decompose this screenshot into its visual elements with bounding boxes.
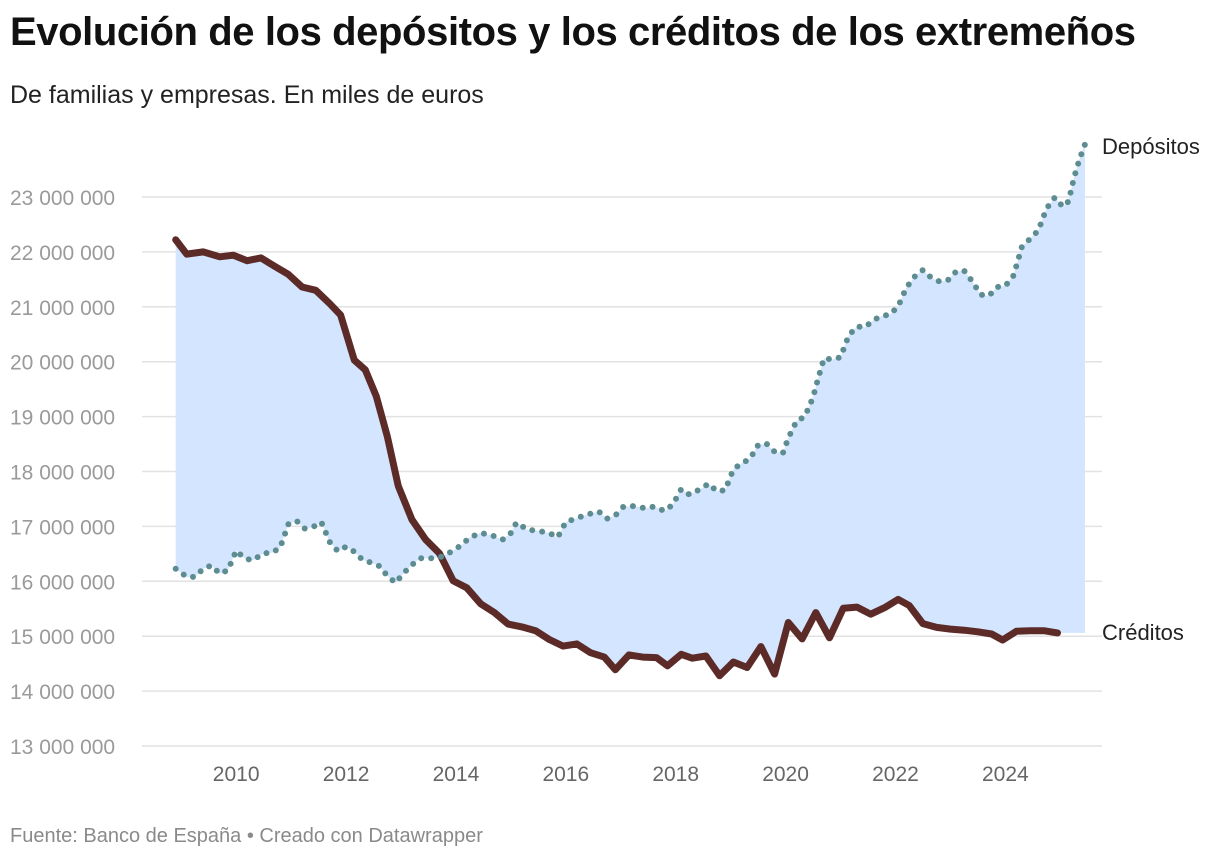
y-axis: 13 000 000 14 000 000 15 000 000 16 000 000… bbox=[10, 187, 115, 759]
x-tick-label: 2014 bbox=[433, 763, 480, 786]
x-tick-label: 2010 bbox=[213, 763, 260, 786]
y-tick-label: 21 000 000 bbox=[10, 297, 115, 320]
series-labels: Depósitos Créditos bbox=[1102, 134, 1200, 645]
series-label-depositos: Depósitos bbox=[1102, 134, 1200, 159]
y-tick-label: 13 000 000 bbox=[10, 736, 115, 759]
series-label-creditos: Créditos bbox=[1102, 620, 1184, 645]
series-line-creditos bbox=[172, 236, 1061, 680]
x-axis: 2010 2012 2014 2016 2018 2020 2022 2024 bbox=[213, 763, 1029, 786]
y-tick-label: 16 000 000 bbox=[10, 571, 115, 594]
series-line-depositos bbox=[172, 141, 1088, 586]
area-fill bbox=[175, 144, 1085, 676]
series-lines bbox=[172, 141, 1088, 680]
x-tick-label: 2022 bbox=[872, 763, 919, 786]
y-tick-label: 20 000 000 bbox=[10, 352, 115, 375]
page-subtitle: De familias y empresas. En miles de euro… bbox=[10, 81, 484, 109]
y-tick-label: 19 000 000 bbox=[10, 407, 115, 430]
y-tick-label: 17 000 000 bbox=[10, 516, 115, 539]
y-tick-label: 23 000 000 bbox=[10, 187, 115, 210]
page-title: Evolución de los depósitos y los crédito… bbox=[10, 10, 1136, 54]
x-tick-label: 2024 bbox=[982, 763, 1029, 786]
x-tick-label: 2020 bbox=[762, 763, 809, 786]
x-tick-label: 2012 bbox=[323, 763, 370, 786]
x-tick-label: 2016 bbox=[542, 763, 589, 786]
source-note: Fuente: Banco de España • Creado con Dat… bbox=[10, 825, 483, 847]
area-between-series bbox=[175, 144, 1085, 676]
y-tick-label: 14 000 000 bbox=[10, 681, 115, 704]
x-tick-label: 2018 bbox=[652, 763, 699, 786]
y-tick-label: 15 000 000 bbox=[10, 626, 115, 649]
y-tick-label: 22 000 000 bbox=[10, 242, 115, 265]
y-tick-label: 18 000 000 bbox=[10, 462, 115, 485]
